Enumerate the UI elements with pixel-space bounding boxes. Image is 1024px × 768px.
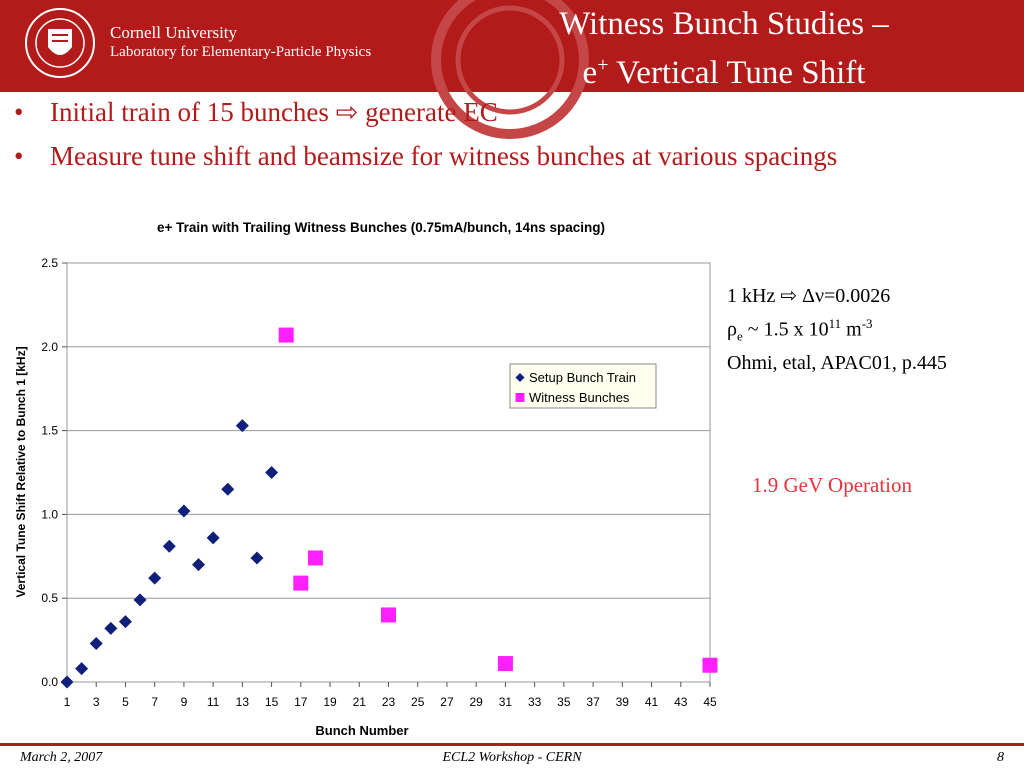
x-tick-label: 23 <box>382 695 396 709</box>
x-tick-label: 45 <box>703 695 717 709</box>
witness-bunch-point <box>497 656 513 672</box>
x-tick-label: 11 <box>207 695 220 709</box>
note-line-2: ρe ~ 1.5 x 1011 m-3 <box>727 316 873 344</box>
witness-bunch-point <box>702 657 718 673</box>
x-tick-label: 15 <box>265 695 279 709</box>
y-tick-label: 2.0 <box>41 340 58 354</box>
y-tick-label: 1.5 <box>41 424 58 438</box>
witness-bunch-point <box>293 575 309 591</box>
title-line-1: Witness Bunch Studies – <box>559 6 889 42</box>
university-name: Cornell University <box>110 23 238 42</box>
title-line-2: e+ Vertical Tune Shift <box>582 54 866 91</box>
chart-title: e+ Train with Trailing Witness Bunches (… <box>157 220 605 235</box>
arrow-right-icon: ⇨ <box>780 285 798 307</box>
setup-bunch-point <box>192 558 206 572</box>
footer-divider <box>0 743 1024 746</box>
witness-bunch-point <box>278 327 294 343</box>
x-tick-label: 33 <box>528 695 542 709</box>
bullet-marker: • <box>14 141 24 171</box>
scatter-chart: e+ Train with Trailing Witness Bunches (… <box>14 220 718 738</box>
setup-bunch-point <box>221 482 235 496</box>
footer-date: March 2, 2007 <box>20 750 103 765</box>
bullet-text: Initial train of 15 bunches ⇨ generate E… <box>50 97 498 127</box>
setup-bunch-point <box>60 675 74 689</box>
grid-lines <box>67 262 710 599</box>
x-tick-label: 25 <box>411 695 425 709</box>
witness-bunch-point <box>307 550 323 566</box>
setup-bunch-point <box>206 531 220 545</box>
legend-diamond-icon <box>515 373 525 382</box>
x-tick-label: 13 <box>236 695 250 709</box>
legend-label-witness: Witness Bunches <box>529 390 630 405</box>
notes-box: 1 kHz ⇨ Δν=0.0026 ρe ~ 1.5 x 1011 m-3 Oh… <box>727 283 947 377</box>
x-axis-label: Bunch Number <box>315 723 408 738</box>
setup-bunch-point <box>118 615 132 629</box>
x-tick-label: 3 <box>93 695 100 709</box>
x-tick-label: 1 <box>64 695 71 709</box>
setup-bunch-point <box>235 419 249 433</box>
x-tick-label: 9 <box>181 695 188 709</box>
x-tick-label: 39 <box>616 695 630 709</box>
x-tick-label: 5 <box>122 695 129 709</box>
footer-workshop: ECL2 Workshop - CERN <box>442 750 582 765</box>
x-tick-label: 7 <box>151 695 158 709</box>
setup-bunch-point <box>265 466 279 479</box>
x-tick-label: 21 <box>353 695 367 709</box>
setup-bunch-point <box>250 551 264 565</box>
x-tick-label: 31 <box>499 695 513 709</box>
bullet-marker: • <box>14 97 24 127</box>
bullet-text: Measure tune shift and beamsize for witn… <box>50 141 838 171</box>
witness-bunch-point <box>381 607 396 623</box>
x-tick-label: 17 <box>294 695 308 709</box>
legend-box <box>509 363 657 409</box>
x-tick-label: 37 <box>586 695 600 709</box>
setup-bunch-point <box>177 504 191 518</box>
setup-bunch-point <box>75 662 89 676</box>
page-number: 8 <box>997 750 1004 765</box>
cornell-seal-icon <box>25 8 95 78</box>
x-tick-label: 29 <box>470 695 484 709</box>
x-tick-label: 35 <box>557 695 571 709</box>
legend-label-setup: Setup Bunch Train <box>529 370 636 385</box>
arrow-right-icon: ⇨ <box>335 97 359 127</box>
data-points <box>60 327 718 689</box>
x-tick-label: 19 <box>323 695 337 709</box>
setup-bunch-point <box>148 571 162 585</box>
y-axis-ticks: 0.0 0.5 1.0 1.5 2.0 2.5 <box>41 256 67 689</box>
x-tick-label: 41 <box>645 695 659 709</box>
x-tick-label: 27 <box>440 695 454 709</box>
y-tick-label: 0.0 <box>41 675 58 689</box>
note-line-1: 1 kHz ⇨ Δν=0.0026 <box>727 285 891 307</box>
legend: Setup Bunch Train Witness Bunches <box>509 363 657 409</box>
setup-bunch-point <box>89 636 103 650</box>
legend-square-icon <box>515 393 525 402</box>
watermark-seal-icon <box>431 0 589 139</box>
slide-header: Cornell University Laboratory for Elemen… <box>0 0 1024 139</box>
x-axis-ticks: 1 3 5 7 9 11 13 15 17 19 21 23 25 27 29 31 33 35 37 39 41 43 4… <box>64 682 717 709</box>
x-tick-label: 43 <box>674 695 688 709</box>
slide-title: Witness Bunch Studies – e+ Vertical Tune… <box>424 4 1024 94</box>
y-tick-label: 2.5 <box>41 256 58 270</box>
y-tick-label: 1.0 <box>41 507 58 521</box>
setup-bunch-point <box>104 621 118 635</box>
setup-bunch-point <box>133 593 147 607</box>
y-axis-label: Vertical Tune Shift Relative to Bunch 1 … <box>14 346 28 597</box>
note-line-3: Ohmi, etal, APAC01, p.445 <box>727 351 947 374</box>
laboratory-name: Laboratory for Elementary-Particle Physi… <box>110 44 372 60</box>
setup-bunch-point <box>162 539 176 553</box>
y-tick-label: 0.5 <box>41 591 58 605</box>
operation-label: 1.9 GeV Operation <box>752 473 912 497</box>
